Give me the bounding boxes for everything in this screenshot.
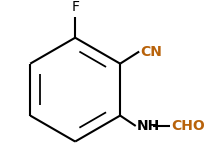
Text: F: F [71,0,79,14]
Text: CHO: CHO [171,119,205,133]
Text: CN: CN [140,44,162,59]
Text: NH: NH [137,119,160,133]
